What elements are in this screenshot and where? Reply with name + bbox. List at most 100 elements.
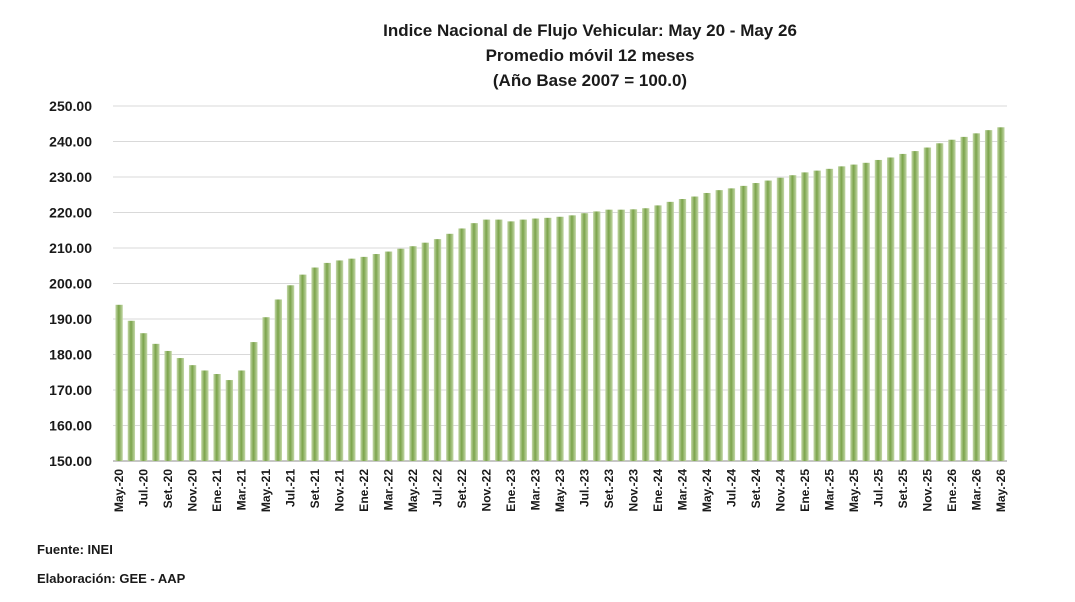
x-tick-label: Mar.-22 — [382, 469, 396, 511]
bar — [837, 166, 846, 461]
x-tick-label: Ene.-22 — [357, 469, 371, 512]
bar — [666, 201, 674, 461]
bar — [384, 251, 393, 461]
x-tick-label: Set.-23 — [602, 469, 616, 509]
x-tick-label: Ene.-24 — [651, 469, 665, 512]
elaboration-note: Elaboración: GEE - AAP — [37, 571, 186, 586]
x-tick-label: Mar.-25 — [822, 469, 836, 511]
bar — [776, 177, 785, 461]
bar — [335, 260, 344, 461]
bar — [482, 219, 491, 461]
y-tick-label: 230.00 — [49, 169, 92, 185]
bar — [274, 299, 283, 461]
x-tick-label: Set.-20 — [161, 469, 175, 509]
bar — [323, 262, 331, 461]
x-tick-label: May.-21 — [259, 469, 273, 512]
bar — [139, 333, 148, 461]
bar — [201, 370, 209, 461]
x-tick-label: Nov.-24 — [773, 469, 787, 512]
bar-chart: 150.00 160.00 170.00 180.00 190.00 200.00 210.… — [49, 98, 1008, 512]
x-tick-label: Set.-24 — [749, 469, 763, 509]
bars — [115, 127, 1005, 462]
x-tick-label: Jul.-20 — [137, 469, 151, 507]
bar — [458, 228, 466, 461]
bar — [691, 196, 699, 461]
x-tick-label: May.-25 — [847, 469, 861, 512]
x-tick-label: Ene.-25 — [798, 469, 812, 512]
bar — [188, 365, 197, 461]
x-tick-label: Nov.-22 — [480, 469, 494, 512]
bar — [874, 159, 883, 461]
x-tick-label: Set.-25 — [896, 469, 910, 509]
bar — [593, 211, 601, 461]
y-tick-label: 220.00 — [49, 205, 92, 221]
bar — [911, 151, 919, 461]
x-tick-label: Nov.-20 — [186, 469, 200, 512]
bar — [237, 370, 246, 461]
bar — [519, 219, 527, 461]
bar — [507, 221, 515, 461]
x-tick-label: Set.-22 — [455, 469, 469, 509]
bar — [997, 127, 1005, 462]
y-tick-label: 240.00 — [49, 134, 92, 150]
x-tick-label: May.-26 — [994, 469, 1008, 512]
bar — [727, 188, 736, 462]
chart-subtitle: Promedio móvil 12 meses — [485, 46, 695, 65]
bar — [568, 215, 576, 461]
x-tick-label: Ene.-26 — [945, 469, 959, 512]
bar — [740, 185, 748, 461]
x-tick-label: Ene.-23 — [504, 469, 518, 512]
bar — [360, 256, 368, 461]
bar — [127, 320, 136, 461]
bar — [556, 216, 564, 461]
y-tick-label: 170.00 — [49, 382, 92, 398]
bar — [348, 258, 356, 461]
bar — [176, 358, 185, 461]
bar — [409, 246, 417, 461]
x-tick-label: Set.-21 — [308, 469, 322, 509]
bar — [152, 343, 160, 461]
y-axis: 150.00 160.00 170.00 180.00 190.00 200.00 210.… — [49, 98, 92, 469]
x-tick-label: May.-20 — [112, 469, 126, 512]
bar — [825, 168, 834, 461]
bar — [923, 147, 932, 461]
bar — [629, 209, 638, 461]
x-tick-label: Jul.-25 — [871, 469, 885, 507]
y-tick-label: 200.00 — [49, 276, 92, 292]
x-tick-label: Ene.-21 — [210, 469, 224, 512]
x-tick-label: Mar.-23 — [529, 469, 543, 511]
bar — [886, 157, 895, 461]
bar — [850, 164, 858, 461]
x-tick-label: Mar.-21 — [235, 469, 249, 511]
bar — [213, 374, 221, 461]
bar — [299, 274, 307, 461]
bar — [960, 136, 968, 461]
bar — [115, 304, 123, 461]
y-tick-label: 150.00 — [49, 453, 92, 469]
bar — [654, 205, 662, 461]
bar — [899, 153, 907, 462]
y-tick-label: 210.00 — [49, 240, 92, 256]
x-tick-label: Mar.-26 — [969, 469, 983, 511]
source-note: Fuente: INEI — [37, 542, 113, 557]
x-tick-label: Jul.-22 — [431, 469, 445, 507]
bar — [495, 219, 503, 461]
x-tick-label: Nov.-21 — [333, 469, 347, 512]
bar — [164, 350, 172, 461]
x-tick-label: Jul.-21 — [284, 469, 298, 507]
chart-title: Indice Nacional de Flujo Vehicular: May … — [383, 21, 797, 40]
bar — [984, 130, 993, 461]
x-tick-label: May.-22 — [406, 469, 420, 512]
bar — [311, 267, 319, 461]
x-tick-label: Nov.-23 — [626, 469, 640, 512]
bar — [972, 133, 981, 461]
bar — [433, 239, 442, 461]
bar — [580, 213, 589, 461]
y-tick-label: 250.00 — [49, 98, 92, 114]
y-tick-label: 180.00 — [49, 347, 92, 363]
bar — [397, 248, 405, 461]
bar — [470, 223, 478, 461]
x-tick-label: Jul.-23 — [577, 469, 591, 507]
bar — [531, 218, 540, 461]
bar — [789, 175, 797, 461]
